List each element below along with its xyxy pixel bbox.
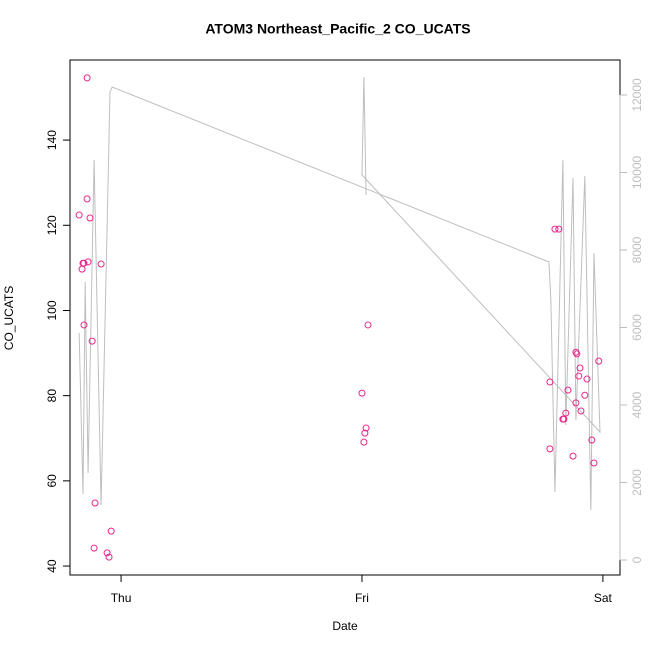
x-tick-label: Thu [111,591,132,605]
data-point [551,225,559,233]
y2-tick-label: 2000 [630,469,644,496]
data-point [362,424,370,432]
data-point [361,429,369,437]
data-point [84,258,92,266]
chart-title: ATOM3 Northeast_Pacific_2 CO_UCATS [205,21,470,37]
data-point [75,211,83,219]
data-point [364,321,372,329]
data-point [572,399,580,407]
y2-tick-label: 0 [630,556,644,563]
y-tick-label: 100 [45,300,59,320]
data-point [546,445,554,453]
data-point [560,415,568,423]
data-point [83,74,91,82]
y-axis-label: CO_UCATS [2,286,16,350]
x-axis-label: Date [332,619,358,633]
data-point [358,389,366,397]
data-point [107,527,115,535]
y2-tick-label: 10000 [630,155,644,189]
y-tick-label: 140 [45,130,59,150]
x-tick-label: Sat [594,591,613,605]
y2-tick-label: 4000 [630,391,644,418]
y-tick-label: 60 [45,474,59,488]
data-point [562,409,570,417]
data-point [90,544,98,552]
data-point [360,438,368,446]
data-point [97,260,105,268]
y-tick-label: 80 [45,389,59,403]
x-tick-label: Fri [355,591,369,605]
data-point [583,375,591,383]
data-point [555,225,563,233]
data-point [577,407,585,415]
data-point [573,350,581,358]
y2-tick-label: 12000 [630,78,644,112]
data-point [80,259,88,267]
data-point [590,459,598,467]
data-point [78,265,86,273]
y2-tick-label: 6000 [630,314,644,341]
data-point [581,391,589,399]
data-point [105,553,113,561]
data-point [595,357,603,365]
data-point [546,378,554,386]
data-point [86,214,94,222]
data-point [588,436,596,444]
plot-frame [69,59,621,576]
y-tick-label: 120 [45,215,59,235]
data-point [575,372,583,380]
data-point [88,337,96,345]
y2-tick-label: 8000 [630,236,644,263]
data-point [569,452,577,460]
data-point [80,321,88,329]
data-point [576,364,584,372]
data-point [91,499,99,507]
data-point [564,386,572,394]
data-line [78,76,601,511]
data-point [103,549,111,557]
data-point [83,195,91,203]
y-tick-label: 40 [45,559,59,573]
